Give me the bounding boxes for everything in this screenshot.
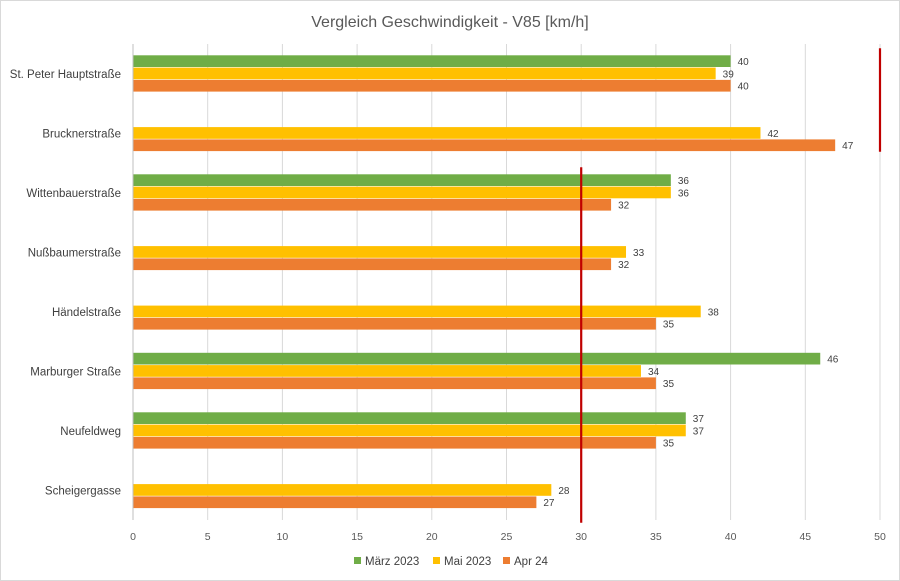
bar (133, 127, 761, 139)
data-label: 35 (663, 379, 675, 390)
data-label: 32 (618, 260, 630, 271)
data-label: 33 (633, 248, 645, 259)
category-label: Händelstraße (52, 307, 121, 319)
data-label: 35 (663, 320, 675, 331)
legend-label: Apr 24 (514, 556, 548, 568)
category-label: Marburger Straße (30, 366, 121, 378)
data-label: 40 (738, 57, 750, 68)
x-tick-label: 45 (799, 531, 811, 543)
legend-swatch (503, 557, 510, 564)
x-tick-label: 10 (277, 531, 289, 543)
category-label: St. Peter Hauptstraße (10, 69, 121, 81)
bar (133, 496, 537, 509)
bar (133, 186, 671, 199)
chart-title: Vergleich Geschwindigkeit - V85 [km/h] (311, 14, 588, 31)
bar (133, 317, 656, 330)
data-label: 34 (648, 367, 660, 378)
data-label: 40 (738, 82, 750, 93)
x-tick-label: 15 (351, 531, 363, 543)
bar (133, 174, 671, 186)
legend: März 2023 Mai 2023 Apr 24 (354, 556, 548, 568)
x-tick-label: 25 (501, 531, 513, 543)
category-label: Scheigergasse (45, 485, 121, 497)
x-tick-label: 20 (426, 531, 438, 543)
data-labels: 40 36 46 37 39 42 36 33 38 34 37 28 40 47 32 32 35 35 35 27 (543, 57, 853, 509)
data-label: 47 (842, 141, 854, 152)
data-label: 46 (827, 354, 839, 365)
bar (133, 424, 686, 437)
bar (133, 198, 612, 211)
bars (133, 55, 836, 509)
x-tick-label: 40 (725, 531, 737, 543)
data-label: 38 (708, 307, 720, 318)
bar (133, 139, 836, 152)
bar (133, 377, 656, 390)
data-label: 36 (678, 176, 690, 187)
bar (133, 436, 656, 449)
data-label: 28 (558, 486, 570, 497)
category-label: Wittenbauerstraße (26, 188, 121, 200)
bar (133, 305, 701, 318)
data-label: 42 (767, 129, 779, 140)
bar (133, 67, 716, 80)
axes: 0 5 10 15 20 25 30 35 40 45 50 St. Peter Hauptstraß… (10, 44, 886, 543)
category-label: Nußbaumerstraße (28, 247, 121, 259)
bar (133, 258, 612, 271)
x-tick-label: 35 (650, 531, 662, 543)
legend-swatch (354, 557, 361, 564)
data-label: 27 (543, 498, 555, 509)
reference-lines (580, 48, 882, 523)
legend-label: Mai 2023 (444, 556, 491, 568)
bar (133, 55, 731, 67)
data-label: 39 (723, 69, 735, 80)
data-label: 37 (693, 426, 705, 437)
data-label: 35 (663, 439, 675, 450)
bar (133, 365, 641, 377)
data-label: 37 (693, 414, 705, 425)
x-tick-label: 50 (874, 531, 886, 543)
x-tick-label: 0 (130, 531, 136, 543)
category-label: Neufeldweg (60, 426, 121, 438)
bar (133, 79, 731, 92)
x-tick-label: 30 (575, 531, 587, 543)
data-label: 32 (618, 201, 630, 212)
bar (133, 246, 627, 258)
legend-label: März 2023 (365, 556, 419, 568)
bar (133, 412, 686, 424)
category-label: Brucknerstraße (42, 128, 121, 140)
bar (133, 352, 821, 365)
data-label: 36 (678, 188, 690, 199)
x-tick-label: 5 (205, 531, 211, 543)
bar (133, 484, 552, 496)
legend-swatch (433, 557, 440, 564)
